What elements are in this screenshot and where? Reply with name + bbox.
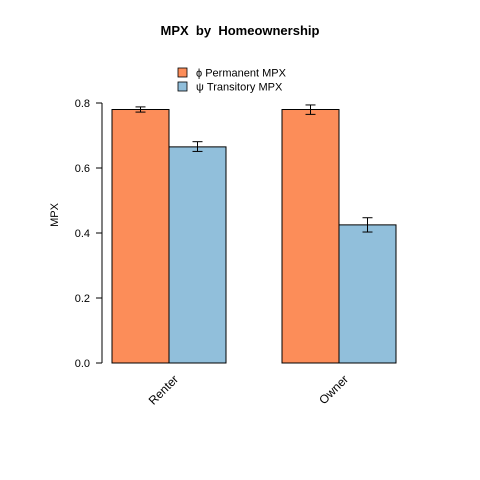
bar-renter-transitory [168, 146, 227, 364]
bar-owner-transitory [338, 224, 397, 364]
error-bar-renter-transitory [192, 141, 203, 152]
x-tick-label-owner: Owner [316, 372, 351, 407]
y-tick-label: 0.6 [75, 163, 90, 175]
y-axis: 0.0 0.2 0.4 0.6 0.8 [75, 98, 103, 370]
x-tick-label-renter: Renter [146, 372, 181, 407]
bar-owner-permanent [281, 109, 340, 364]
y-tick-label: 0.0 [75, 358, 90, 370]
legend-label: ψ Transitory MPX [196, 82, 283, 94]
bars-group [111, 109, 397, 364]
bar-renter-permanent [111, 109, 170, 364]
error-bar-owner-permanent [305, 104, 316, 115]
legend: ϕ Permanent MPX ψ Transitory MPX [177, 67, 287, 94]
error-bar-renter-permanent [135, 106, 146, 113]
legend-swatch [177, 67, 188, 78]
y-tick-label: 0.4 [75, 228, 90, 240]
legend-item-permanent: ϕ Permanent MPX [177, 67, 287, 80]
x-axis-labels: Renter Owner [146, 372, 351, 407]
error-bars-group [135, 104, 373, 233]
y-tick-label: 0.2 [75, 293, 90, 305]
error-bar-owner-transitory [362, 217, 373, 233]
legend-label: ϕ Permanent MPX [196, 68, 287, 80]
y-tick-label: 0.8 [75, 98, 90, 110]
legend-item-transitory: ψ Transitory MPX [177, 81, 283, 94]
legend-swatch [177, 81, 188, 92]
chart-title: MPX by Homeownership [160, 23, 320, 38]
y-axis-label: MPX [49, 202, 61, 227]
